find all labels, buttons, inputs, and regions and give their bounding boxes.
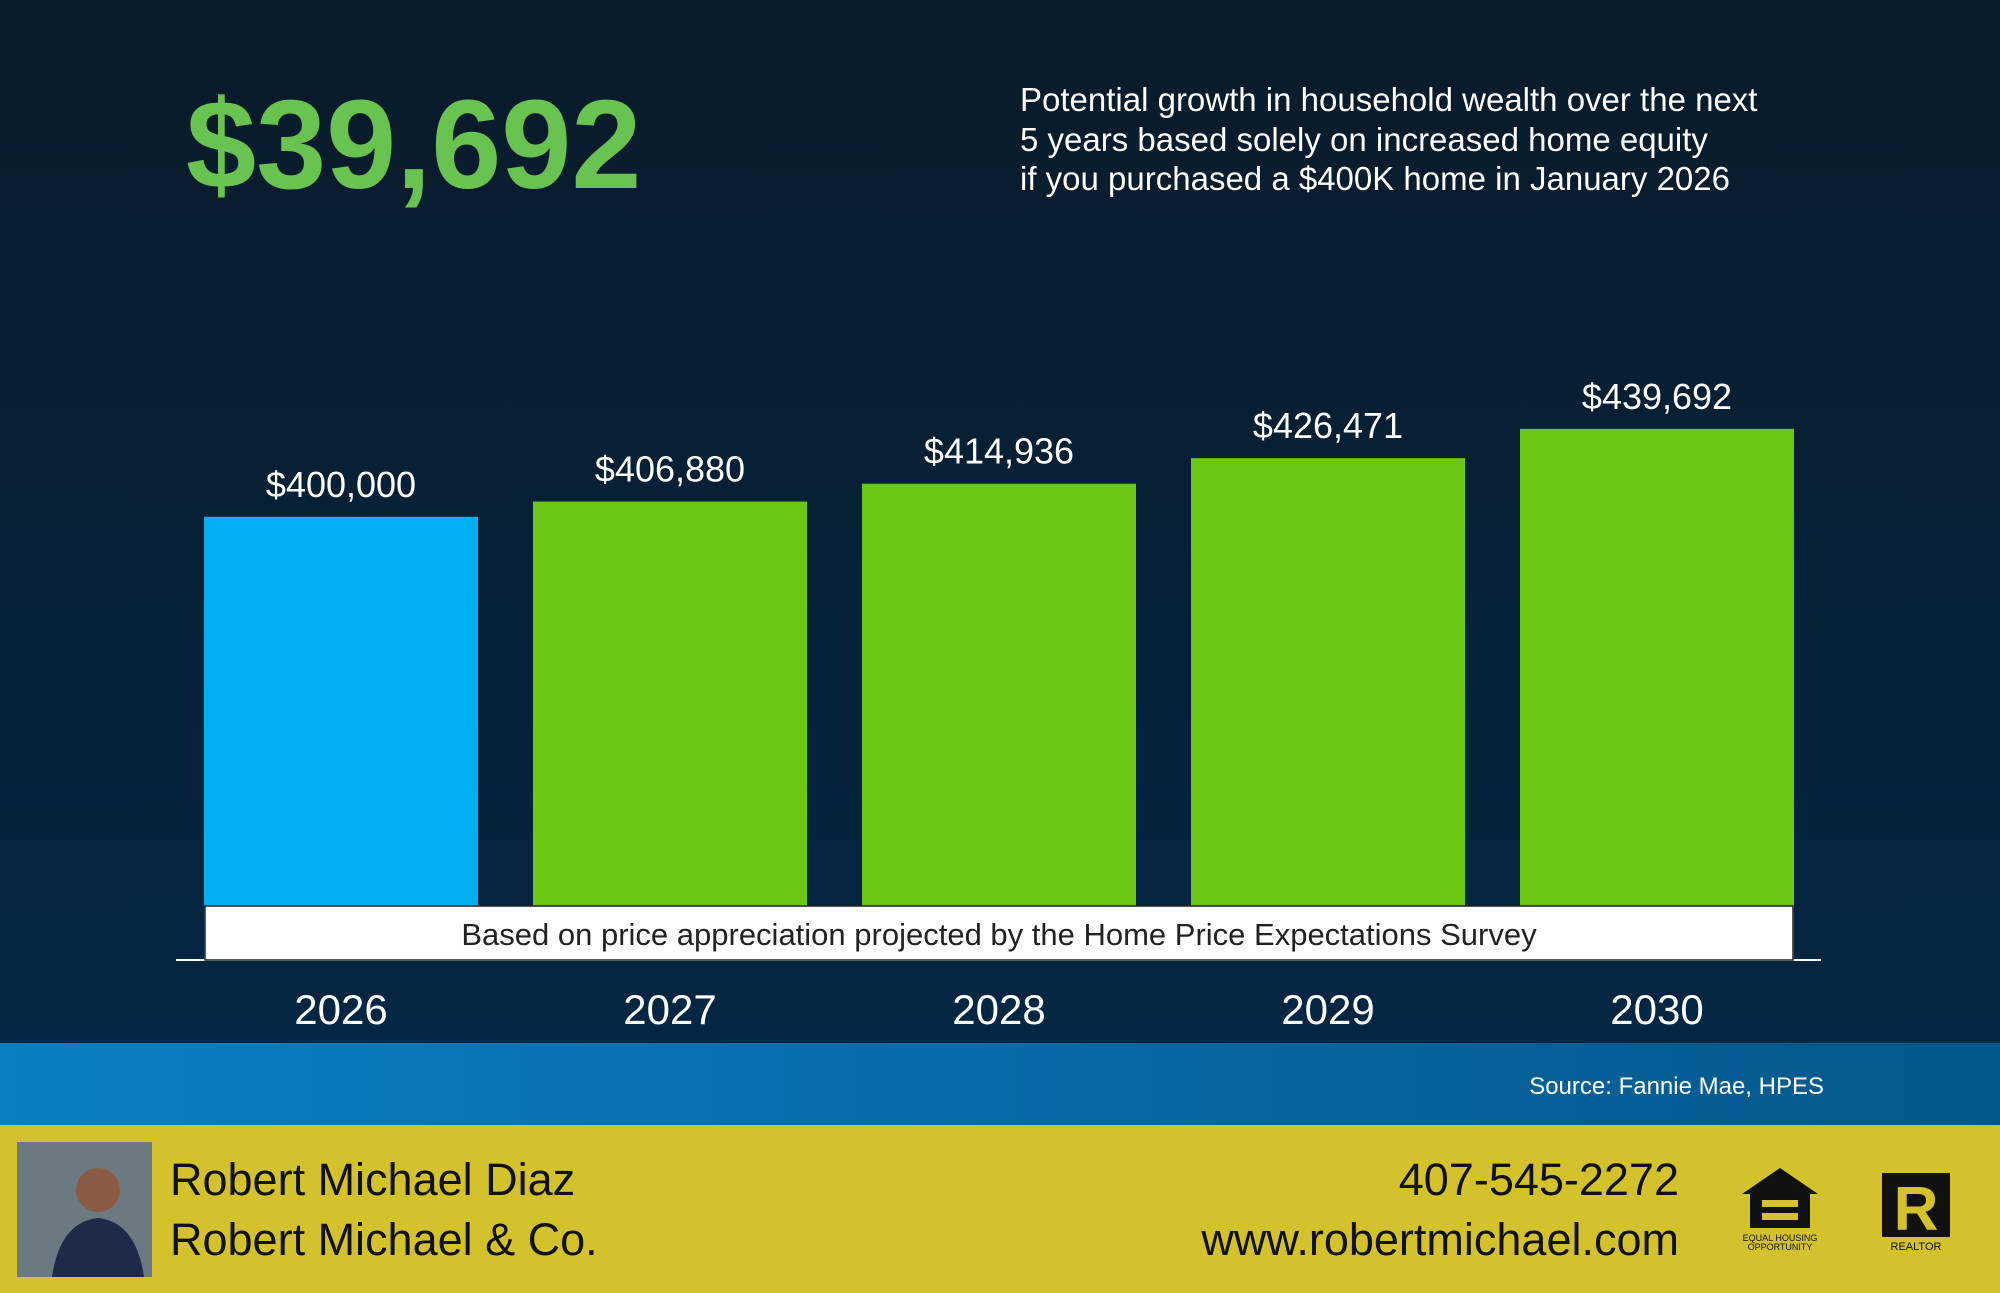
bar xyxy=(204,516,478,960)
plot: $400,000 $406,880 $414,936 $426,471 $439,692 xyxy=(204,376,1794,960)
x-tick-label: 2028 xyxy=(952,986,1045,1033)
bar xyxy=(862,483,1136,960)
headline: $39,692 xyxy=(186,74,641,215)
phone: 407-545-2272 xyxy=(1399,1154,1679,1205)
logo-text: EQUAL HOUSING xyxy=(1743,1233,1818,1243)
x-tick-label: 2030 xyxy=(1610,986,1703,1033)
bar xyxy=(1191,458,1465,960)
x-tick-label: 2026 xyxy=(294,986,387,1033)
logo-text: OPPORTUNITY xyxy=(1748,1242,1813,1252)
subtitle: 5 years based solely on increased home e… xyxy=(1020,121,1708,158)
photo-figure xyxy=(52,1218,144,1277)
photo-figure xyxy=(76,1168,120,1212)
source-band xyxy=(0,1043,2000,1125)
value-label: $400,000 xyxy=(266,464,416,505)
x-tick-label: 2029 xyxy=(1281,986,1374,1033)
bar xyxy=(1520,428,1794,960)
website: www.robertmichael.com xyxy=(1200,1214,1679,1265)
footer-band xyxy=(0,1125,2000,1293)
value-label: $414,936 xyxy=(924,431,1074,472)
company: Robert Michael & Co. xyxy=(170,1214,598,1265)
x-tick-label: 2027 xyxy=(623,986,716,1033)
equal-housing-logo: EQUAL HOUSING OPPORTUNITY xyxy=(1742,1168,1818,1252)
svg-text:R: R xyxy=(1894,1175,1939,1244)
agent-name: Robert Michael Diaz xyxy=(170,1154,575,1205)
note: Based on price appreciation projected by… xyxy=(461,917,1537,952)
subtitle: Potential growth in household wealth ove… xyxy=(1020,81,1757,118)
value-label: $426,471 xyxy=(1253,405,1403,446)
note-box xyxy=(204,905,1794,961)
value-label: $406,880 xyxy=(595,449,745,490)
logo-text: REALTOR xyxy=(1891,1241,1942,1253)
value-label: $439,692 xyxy=(1582,376,1732,417)
subtitle: if you purchased a $400K home in January… xyxy=(1020,160,1730,197)
realtor-logo: R REALTOR xyxy=(1882,1173,1950,1253)
bar xyxy=(533,501,807,960)
source: Source: Fannie Mae, HPES xyxy=(1529,1073,1824,1100)
